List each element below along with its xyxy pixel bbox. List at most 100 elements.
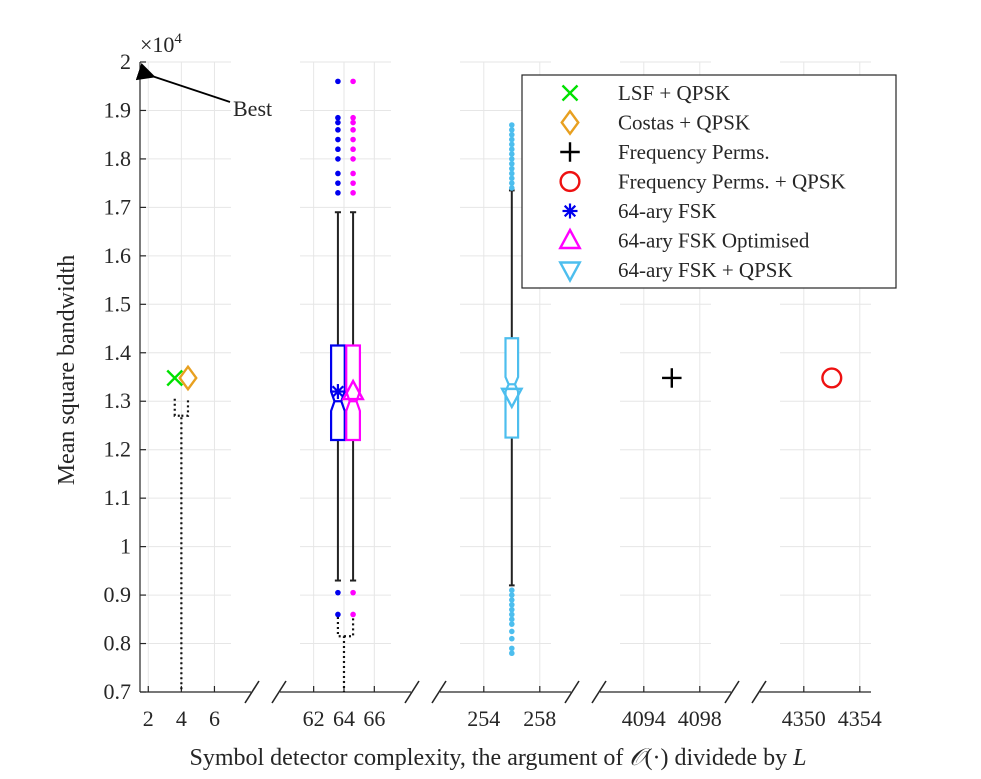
y-axis-multiplier: ×104: [140, 31, 182, 57]
x-stroke: [166, 369, 184, 387]
outlier-point: [350, 180, 356, 186]
y-tick-label: 0.7: [104, 679, 132, 704]
outlier-point: [509, 601, 515, 608]
outlier-point: [335, 78, 341, 85]
outlier-point: [350, 119, 356, 126]
outlier-point: [509, 131, 515, 138]
outlier-point: [350, 114, 356, 121]
y-tick-label: 0.9: [104, 582, 132, 607]
legend-triangle-up-marker: [558, 227, 582, 250]
legend-entry-label: Frequency Perms.: [618, 140, 770, 164]
outlier-point: [335, 114, 341, 121]
outlier-point: [350, 136, 356, 143]
x-tick-label: 4: [176, 706, 187, 731]
annotation-arrow: [135, 63, 231, 103]
dotted-connector: [173, 398, 190, 692]
asterisk-stroke: [331, 385, 344, 398]
outlier-point: [335, 589, 341, 596]
axes: 0.70.80.911.11.21.31.41.51.61.71.81.922 4…: [104, 49, 882, 731]
y-axis-label: Mean square bandwidth: [54, 255, 80, 486]
y-tick-label: 1.8: [104, 146, 132, 171]
outlier-point: [509, 127, 515, 133]
y-multiplier-exponent: 4: [174, 31, 182, 47]
outlier-point: [335, 146, 341, 153]
outlier-point: [509, 597, 515, 603]
outlier-point: [509, 165, 515, 172]
legend-plus-marker: [560, 142, 580, 162]
legend-asterisk-marker: [562, 203, 578, 219]
legend-circle-marker: [559, 170, 581, 193]
outlier-point: [509, 592, 515, 598]
x-tick-label: 2: [143, 706, 154, 731]
outlier-point: [509, 170, 515, 177]
outlier-point: [509, 156, 515, 162]
x-axis-label: Symbol detector complexity, the argument…: [189, 745, 806, 771]
outlier-point: [335, 156, 341, 162]
legend-x-marker: [561, 84, 579, 102]
x-tick-label: 4094: [622, 706, 666, 731]
outlier-point: [509, 151, 515, 157]
dotted-connector: [336, 612, 355, 692]
annotation-best-label: Best: [233, 96, 272, 121]
plot-area: Best: [135, 63, 843, 692]
legend-entry-label: LSF + QPSK: [618, 81, 730, 105]
outlier-point: [509, 616, 515, 623]
x-axis-label-mid: (·) dividede by: [645, 745, 794, 771]
y-tick-label: 1.4: [104, 340, 132, 365]
outlier-point: [509, 587, 515, 594]
outlier-point: [335, 127, 341, 133]
legend-diamond-marker: [560, 109, 580, 136]
outlier-point: [509, 185, 515, 191]
y-tick-label: 2: [120, 49, 131, 74]
x-tick-label: 4350: [782, 706, 826, 731]
axis-break-mark: [271, 680, 287, 704]
legend-entry-label: Costas + QPSK: [618, 111, 750, 135]
outlier-point: [509, 635, 515, 642]
x-tick-label: 64: [333, 706, 355, 731]
outlier-point: [350, 146, 356, 153]
outlier-point: [509, 611, 515, 618]
diamond-marker: [178, 364, 198, 392]
outlier-point: [350, 589, 356, 596]
outlier-point: [509, 146, 515, 153]
y-tick-label: 1.5: [104, 291, 132, 316]
outlier-point: [350, 127, 356, 133]
x-tick-label: 6: [209, 706, 220, 731]
legend-box: [521, 74, 897, 289]
axis-break-mark: [404, 680, 420, 704]
outlier-point: [350, 78, 356, 85]
outlier-point: [509, 160, 515, 167]
outlier-point: [509, 141, 515, 148]
y-tick-label: 1.7: [104, 194, 132, 219]
x-tick-label: 4354: [838, 706, 882, 731]
y-tick-label: 0.8: [104, 631, 132, 656]
x-tick-label: 254: [467, 706, 500, 731]
outlier-point: [350, 170, 356, 177]
y-tick-label: 1: [120, 534, 131, 559]
outlier-point: [335, 180, 341, 186]
y-multiplier-base: ×10: [140, 32, 174, 57]
x-tick-label: 258: [523, 706, 556, 731]
x-stroke: [561, 84, 579, 102]
outlier-point: [509, 621, 515, 627]
outlier-point: [350, 156, 356, 162]
axis-break-mark: [724, 680, 740, 704]
asterisk-stroke: [563, 204, 577, 218]
outlier-point: [509, 645, 515, 652]
x-marker: [166, 369, 184, 387]
outlier-point: [335, 170, 341, 177]
outlier-point: [335, 119, 341, 126]
triangle-down-marker: [500, 387, 524, 410]
outlier-point: [350, 190, 356, 196]
axis-break-mark: [431, 680, 447, 704]
x-tick-label: 66: [363, 706, 385, 731]
outlier-point: [350, 611, 356, 618]
outlier-point: [335, 190, 341, 196]
axis-break-mark: [751, 680, 767, 704]
circle-marker: [821, 367, 843, 389]
outlier-point: [509, 136, 515, 143]
legend-entry-label: 64-ary FSK + QPSK: [618, 258, 793, 282]
outlier-point: [335, 611, 341, 618]
axis-break-mark: [591, 680, 607, 704]
